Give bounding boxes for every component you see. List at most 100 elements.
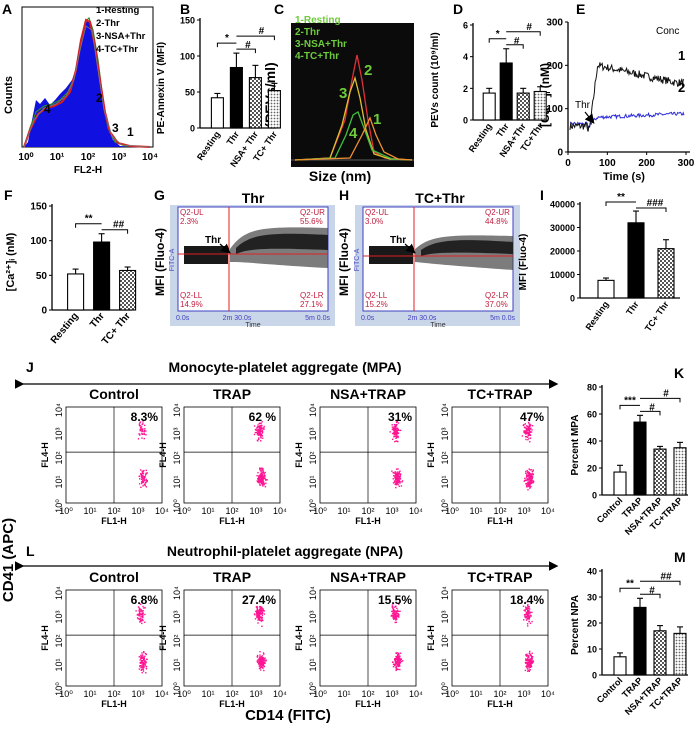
mpa-xlabel: FL1-H xyxy=(101,516,127,526)
h-q-ul: Q2-UL xyxy=(365,208,389,217)
event-dot xyxy=(143,433,146,436)
event-dot xyxy=(526,436,529,438)
event-dot xyxy=(135,610,137,612)
event-dot xyxy=(394,660,396,662)
panel-letter-b: B xyxy=(180,1,190,17)
event-dot xyxy=(528,661,530,663)
event-dot xyxy=(525,428,528,431)
event-dot xyxy=(392,615,394,617)
event-dot xyxy=(396,481,398,484)
event-dot xyxy=(139,421,142,423)
event-dot xyxy=(526,664,528,666)
event-dot xyxy=(531,429,533,431)
event-dot xyxy=(261,476,263,478)
event-dot xyxy=(263,657,265,660)
g-time-label: Time xyxy=(245,322,260,329)
npa-xtick: 10⁴ xyxy=(541,689,555,699)
event-dot xyxy=(398,654,400,656)
event-dot xyxy=(394,621,396,624)
event-dot xyxy=(532,473,534,475)
event-dot xyxy=(526,667,528,669)
event-dot xyxy=(141,664,143,666)
f-sig-bracket xyxy=(75,223,102,228)
event-dot xyxy=(529,653,531,655)
event-dot xyxy=(144,653,147,655)
event-dot xyxy=(529,480,531,483)
event-dot xyxy=(393,430,395,432)
event-dot xyxy=(530,469,533,471)
event-dot xyxy=(262,664,264,666)
event-dot xyxy=(259,478,261,480)
event-dot xyxy=(526,477,528,479)
event-dot xyxy=(261,625,263,627)
event-dot xyxy=(392,472,394,474)
event-dot xyxy=(261,428,263,430)
h-time-tick-2: 5m 0.0s xyxy=(490,315,515,322)
event-dot xyxy=(392,482,395,484)
i-sig-bracket xyxy=(605,201,636,206)
i-bar xyxy=(597,279,615,299)
event-dot xyxy=(141,474,143,476)
event-dot xyxy=(263,613,266,615)
event-dot xyxy=(140,478,143,480)
event-dot xyxy=(257,434,259,436)
event-dot xyxy=(525,472,527,474)
event-dot xyxy=(523,426,526,428)
a-legend-1: 1-Resting xyxy=(96,5,139,16)
event-dot xyxy=(139,665,141,668)
npa-xtick: 10³ xyxy=(249,689,262,699)
event-dot xyxy=(260,473,262,475)
event-dot xyxy=(264,662,266,664)
event-dot xyxy=(397,432,400,434)
event-dot xyxy=(259,431,261,433)
k-sig-label: # xyxy=(649,402,655,413)
m-ytick-label: 0 xyxy=(592,671,597,681)
h-time-tick-1: 2m 30.0s xyxy=(408,315,437,322)
event-dot xyxy=(138,656,140,658)
event-dot xyxy=(256,608,258,611)
event-dot xyxy=(528,606,530,608)
m-ytick-label: 10 xyxy=(587,645,597,655)
event-dot xyxy=(258,422,260,425)
event-dot xyxy=(529,664,531,667)
event-dot xyxy=(140,473,142,475)
event-dot xyxy=(398,603,400,605)
event-dot xyxy=(143,469,145,472)
c-curve-3 xyxy=(294,75,413,161)
event-dot xyxy=(526,479,529,481)
event-dot xyxy=(528,663,530,665)
e-arrow-label: Thr xyxy=(575,100,591,111)
event-dot xyxy=(145,653,147,656)
event-dot xyxy=(526,430,529,432)
i-bar xyxy=(627,222,645,299)
event-dot xyxy=(255,429,257,431)
b-ytick-label: 100 xyxy=(180,52,195,62)
event-dot xyxy=(526,484,528,486)
event-dot xyxy=(529,650,531,653)
event-dot xyxy=(530,473,532,475)
event-dot xyxy=(138,610,141,613)
event-dot xyxy=(527,439,529,441)
event-dot xyxy=(529,469,531,471)
event-dot xyxy=(396,471,399,473)
b-ytick-label: 0 xyxy=(190,124,195,134)
d-bar xyxy=(533,90,547,121)
event-dot xyxy=(259,618,261,621)
event-dot xyxy=(258,480,260,482)
event-dot xyxy=(392,478,394,480)
h-title: TC+Thr xyxy=(415,190,465,206)
event-dot xyxy=(257,430,259,432)
k-sig-bracket xyxy=(640,410,661,416)
event-dot xyxy=(262,470,264,472)
event-dot xyxy=(142,421,144,423)
i-bar xyxy=(657,248,675,299)
event-dot xyxy=(527,474,530,477)
event-dot xyxy=(262,481,265,483)
event-dot xyxy=(139,478,141,480)
event-dot xyxy=(142,657,144,659)
event-dot xyxy=(253,433,256,436)
event-dot xyxy=(397,657,399,659)
i-ylabel: MFI (Fluo-4) xyxy=(518,234,529,291)
event-dot xyxy=(530,479,533,481)
